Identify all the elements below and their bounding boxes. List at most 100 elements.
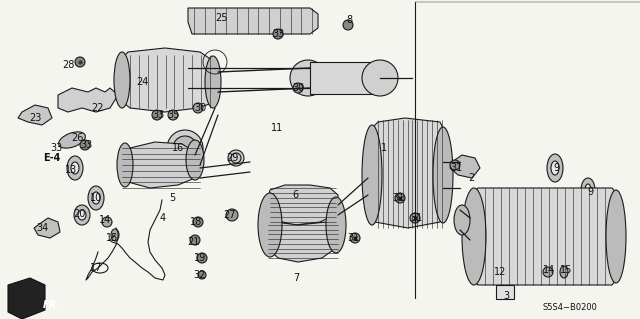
- Ellipse shape: [190, 235, 200, 245]
- Bar: [496, 285, 514, 299]
- Ellipse shape: [114, 52, 130, 108]
- Ellipse shape: [581, 178, 595, 202]
- Text: 14: 14: [543, 265, 555, 275]
- Ellipse shape: [92, 192, 100, 204]
- Text: FR.: FR.: [43, 300, 61, 310]
- Ellipse shape: [117, 143, 133, 187]
- Text: 31: 31: [392, 193, 404, 203]
- Ellipse shape: [168, 110, 178, 120]
- Text: 33: 33: [50, 143, 62, 153]
- Text: 30: 30: [292, 83, 304, 93]
- Text: 1: 1: [381, 143, 387, 153]
- Polygon shape: [18, 105, 52, 125]
- Ellipse shape: [231, 153, 241, 163]
- Ellipse shape: [547, 154, 563, 182]
- Text: 23: 23: [29, 113, 41, 123]
- Ellipse shape: [343, 20, 353, 30]
- Ellipse shape: [167, 130, 203, 166]
- Ellipse shape: [410, 213, 420, 223]
- Polygon shape: [268, 185, 338, 225]
- Text: 11: 11: [271, 123, 283, 133]
- Ellipse shape: [71, 162, 79, 174]
- Text: 19: 19: [194, 253, 206, 263]
- Polygon shape: [450, 155, 480, 178]
- Ellipse shape: [362, 60, 398, 96]
- Text: 28: 28: [62, 60, 74, 70]
- Text: E-4: E-4: [44, 153, 61, 163]
- Ellipse shape: [78, 210, 86, 220]
- Ellipse shape: [350, 233, 360, 243]
- Polygon shape: [34, 218, 60, 238]
- Text: 10: 10: [90, 193, 102, 203]
- Ellipse shape: [226, 209, 238, 221]
- Text: 27: 27: [223, 210, 236, 220]
- Text: 31: 31: [410, 213, 422, 223]
- Ellipse shape: [111, 229, 119, 241]
- Ellipse shape: [74, 205, 90, 225]
- Ellipse shape: [198, 271, 206, 279]
- Ellipse shape: [193, 217, 203, 227]
- Ellipse shape: [193, 103, 203, 113]
- Ellipse shape: [258, 193, 282, 257]
- Ellipse shape: [551, 161, 559, 175]
- Text: 26: 26: [71, 133, 83, 143]
- Text: 20: 20: [73, 209, 85, 219]
- Text: 34: 34: [36, 223, 48, 233]
- Text: 13: 13: [65, 165, 77, 175]
- Polygon shape: [368, 118, 445, 228]
- Text: 14: 14: [99, 215, 111, 225]
- Polygon shape: [470, 188, 620, 285]
- Ellipse shape: [585, 184, 591, 196]
- Ellipse shape: [173, 136, 197, 160]
- Ellipse shape: [197, 253, 207, 263]
- Ellipse shape: [560, 266, 568, 278]
- Polygon shape: [310, 62, 380, 94]
- Text: 5: 5: [169, 193, 175, 203]
- Text: 31: 31: [347, 233, 359, 243]
- Polygon shape: [118, 48, 218, 112]
- Text: 18: 18: [190, 217, 202, 227]
- Text: 25: 25: [215, 13, 227, 23]
- Text: 33: 33: [152, 110, 164, 120]
- Ellipse shape: [433, 127, 453, 223]
- Text: 22: 22: [91, 103, 103, 113]
- Ellipse shape: [395, 193, 405, 203]
- Ellipse shape: [606, 190, 626, 283]
- Text: 21: 21: [187, 237, 199, 247]
- Text: 33: 33: [80, 140, 92, 150]
- Text: 8: 8: [346, 15, 352, 25]
- Ellipse shape: [102, 217, 112, 227]
- Polygon shape: [58, 88, 118, 112]
- Text: 29: 29: [226, 153, 238, 163]
- Text: 30: 30: [194, 103, 206, 113]
- Text: 12: 12: [494, 267, 506, 277]
- Text: 4: 4: [160, 213, 166, 223]
- Ellipse shape: [88, 186, 104, 210]
- Ellipse shape: [326, 197, 346, 253]
- Polygon shape: [268, 222, 338, 262]
- Ellipse shape: [67, 156, 83, 180]
- Text: 16: 16: [172, 143, 184, 153]
- Text: 9: 9: [553, 163, 559, 173]
- Text: 3: 3: [503, 291, 509, 301]
- Text: 15: 15: [106, 233, 118, 243]
- Ellipse shape: [290, 60, 326, 96]
- Ellipse shape: [362, 125, 382, 225]
- Text: 35: 35: [168, 110, 180, 120]
- Text: 33: 33: [272, 29, 284, 39]
- Ellipse shape: [450, 160, 460, 170]
- Polygon shape: [188, 8, 318, 34]
- Ellipse shape: [543, 267, 553, 277]
- Text: 7: 7: [293, 273, 299, 283]
- Ellipse shape: [228, 150, 244, 166]
- Text: 31: 31: [450, 163, 462, 173]
- Text: 15: 15: [560, 265, 572, 275]
- Ellipse shape: [75, 57, 85, 67]
- Ellipse shape: [462, 188, 486, 285]
- Text: 32: 32: [194, 270, 206, 280]
- Text: 17: 17: [90, 263, 102, 273]
- Text: 9: 9: [587, 187, 593, 197]
- Polygon shape: [8, 278, 45, 319]
- Text: 24: 24: [136, 77, 148, 87]
- Polygon shape: [118, 142, 200, 188]
